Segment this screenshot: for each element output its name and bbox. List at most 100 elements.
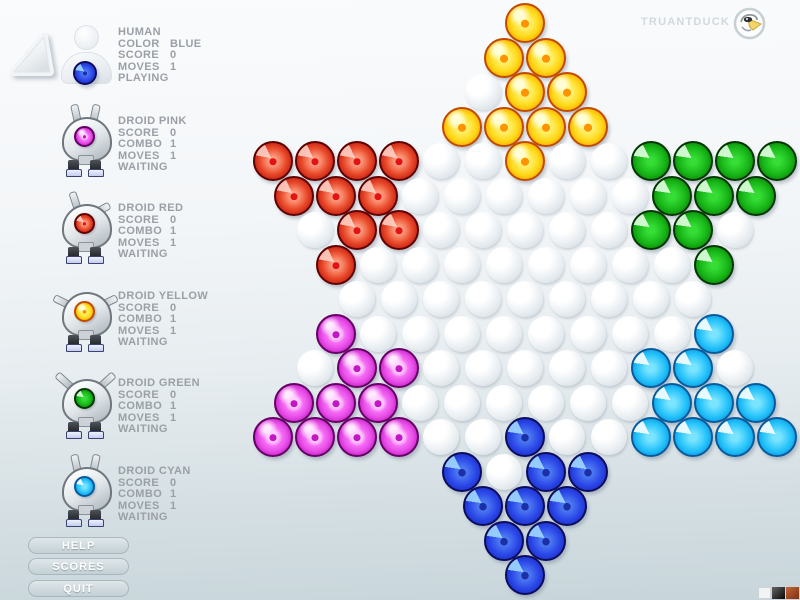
board-hole[interactable]	[570, 246, 606, 283]
marble-magenta[interactable]	[337, 417, 377, 457]
board-hole[interactable]	[507, 212, 543, 248]
marble-green[interactable]	[631, 210, 671, 250]
board-hole[interactable]	[423, 350, 459, 386]
board-hole[interactable]	[486, 177, 522, 214]
board-hole[interactable]	[402, 177, 438, 214]
marble-magenta[interactable]	[337, 348, 377, 388]
board-hole[interactable]	[507, 350, 543, 386]
marble-green[interactable]	[736, 175, 776, 216]
marble-red[interactable]	[379, 141, 419, 181]
help-button[interactable]: HELP	[28, 537, 129, 554]
board-hole[interactable]	[528, 384, 564, 421]
board-hole[interactable]	[633, 281, 669, 317]
marble-blue[interactable]	[505, 417, 545, 457]
board-hole[interactable]	[654, 315, 690, 352]
board-hole[interactable]	[591, 419, 627, 455]
marble-magenta[interactable]	[316, 382, 356, 423]
board-hole[interactable]	[465, 212, 501, 248]
marble-magenta[interactable]	[295, 417, 335, 457]
board-hole[interactable]	[465, 143, 501, 179]
marble-cyan[interactable]	[757, 417, 797, 457]
marble-magenta[interactable]	[379, 417, 419, 457]
board-hole[interactable]	[423, 281, 459, 317]
board-hole[interactable]	[423, 419, 459, 455]
marble-red[interactable]	[379, 210, 419, 250]
color-swatch-white[interactable]	[758, 587, 771, 599]
board-hole[interactable]	[612, 177, 648, 214]
board-hole[interactable]	[360, 246, 396, 283]
board-hole[interactable]	[528, 246, 564, 283]
board-hole[interactable]	[444, 246, 480, 283]
marble-blue[interactable]	[526, 451, 566, 492]
color-swatch-brown[interactable]	[786, 587, 799, 599]
marble-blue[interactable]	[463, 486, 503, 526]
board-hole[interactable]	[402, 315, 438, 352]
marble-yellow[interactable]	[568, 106, 608, 147]
board-hole[interactable]	[486, 384, 522, 421]
quit-button[interactable]: QUIT	[28, 580, 129, 597]
marble-green[interactable]	[694, 244, 734, 285]
marble-cyan[interactable]	[715, 417, 755, 457]
marble-red[interactable]	[274, 175, 314, 216]
board-hole[interactable]	[465, 281, 501, 317]
marble-magenta[interactable]	[274, 382, 314, 423]
board-hole[interactable]	[423, 212, 459, 248]
board-hole[interactable]	[549, 419, 585, 455]
board-hole[interactable]	[591, 350, 627, 386]
marble-cyan[interactable]	[631, 348, 671, 388]
marble-yellow[interactable]	[505, 3, 545, 43]
marble-yellow[interactable]	[484, 37, 524, 78]
board-hole[interactable]	[465, 419, 501, 455]
board-hole[interactable]	[339, 281, 375, 317]
marble-cyan[interactable]	[736, 382, 776, 423]
marble-yellow[interactable]	[505, 141, 545, 181]
marble-cyan[interactable]	[673, 417, 713, 457]
board-hole[interactable]	[402, 246, 438, 283]
marble-red[interactable]	[316, 244, 356, 285]
marble-blue[interactable]	[547, 486, 587, 526]
board-hole[interactable]	[381, 281, 417, 317]
board-hole[interactable]	[528, 177, 564, 214]
marble-red[interactable]	[316, 175, 356, 216]
marble-red[interactable]	[337, 141, 377, 181]
board-hole[interactable]	[675, 281, 711, 317]
board-hole[interactable]	[528, 315, 564, 352]
board-hole[interactable]	[297, 212, 333, 248]
board-hole[interactable]	[549, 212, 585, 248]
board-hole[interactable]	[612, 384, 648, 421]
marble-green[interactable]	[673, 141, 713, 181]
board-hole[interactable]	[570, 384, 606, 421]
board-hole[interactable]	[402, 384, 438, 421]
scores-button[interactable]: SCORES	[28, 558, 129, 575]
marble-yellow[interactable]	[505, 72, 545, 112]
board-hole[interactable]	[612, 246, 648, 283]
marble-yellow[interactable]	[526, 37, 566, 78]
board-hole[interactable]	[591, 143, 627, 179]
marble-green[interactable]	[673, 210, 713, 250]
board-hole[interactable]	[654, 246, 690, 283]
marble-green[interactable]	[631, 141, 671, 181]
marble-magenta[interactable]	[379, 348, 419, 388]
board-hole[interactable]	[570, 315, 606, 352]
board-hole[interactable]	[444, 384, 480, 421]
board-hole[interactable]	[591, 212, 627, 248]
marble-cyan[interactable]	[694, 313, 734, 354]
board-hole[interactable]	[360, 315, 396, 352]
marble-green[interactable]	[757, 141, 797, 181]
marble-yellow[interactable]	[526, 106, 566, 147]
marble-magenta[interactable]	[253, 417, 293, 457]
marble-red[interactable]	[295, 141, 335, 181]
board-hole[interactable]	[612, 315, 648, 352]
board-hole[interactable]	[297, 350, 333, 386]
marble-red[interactable]	[337, 210, 377, 250]
board-hole[interactable]	[549, 350, 585, 386]
board-hole[interactable]	[444, 315, 480, 352]
board-hole[interactable]	[486, 315, 522, 352]
marble-cyan[interactable]	[694, 382, 734, 423]
board-hole[interactable]	[549, 143, 585, 179]
marble-green[interactable]	[652, 175, 692, 216]
board-hole[interactable]	[717, 350, 753, 386]
marble-blue[interactable]	[568, 451, 608, 492]
board-hole[interactable]	[591, 281, 627, 317]
color-swatch-black[interactable]	[772, 587, 785, 599]
